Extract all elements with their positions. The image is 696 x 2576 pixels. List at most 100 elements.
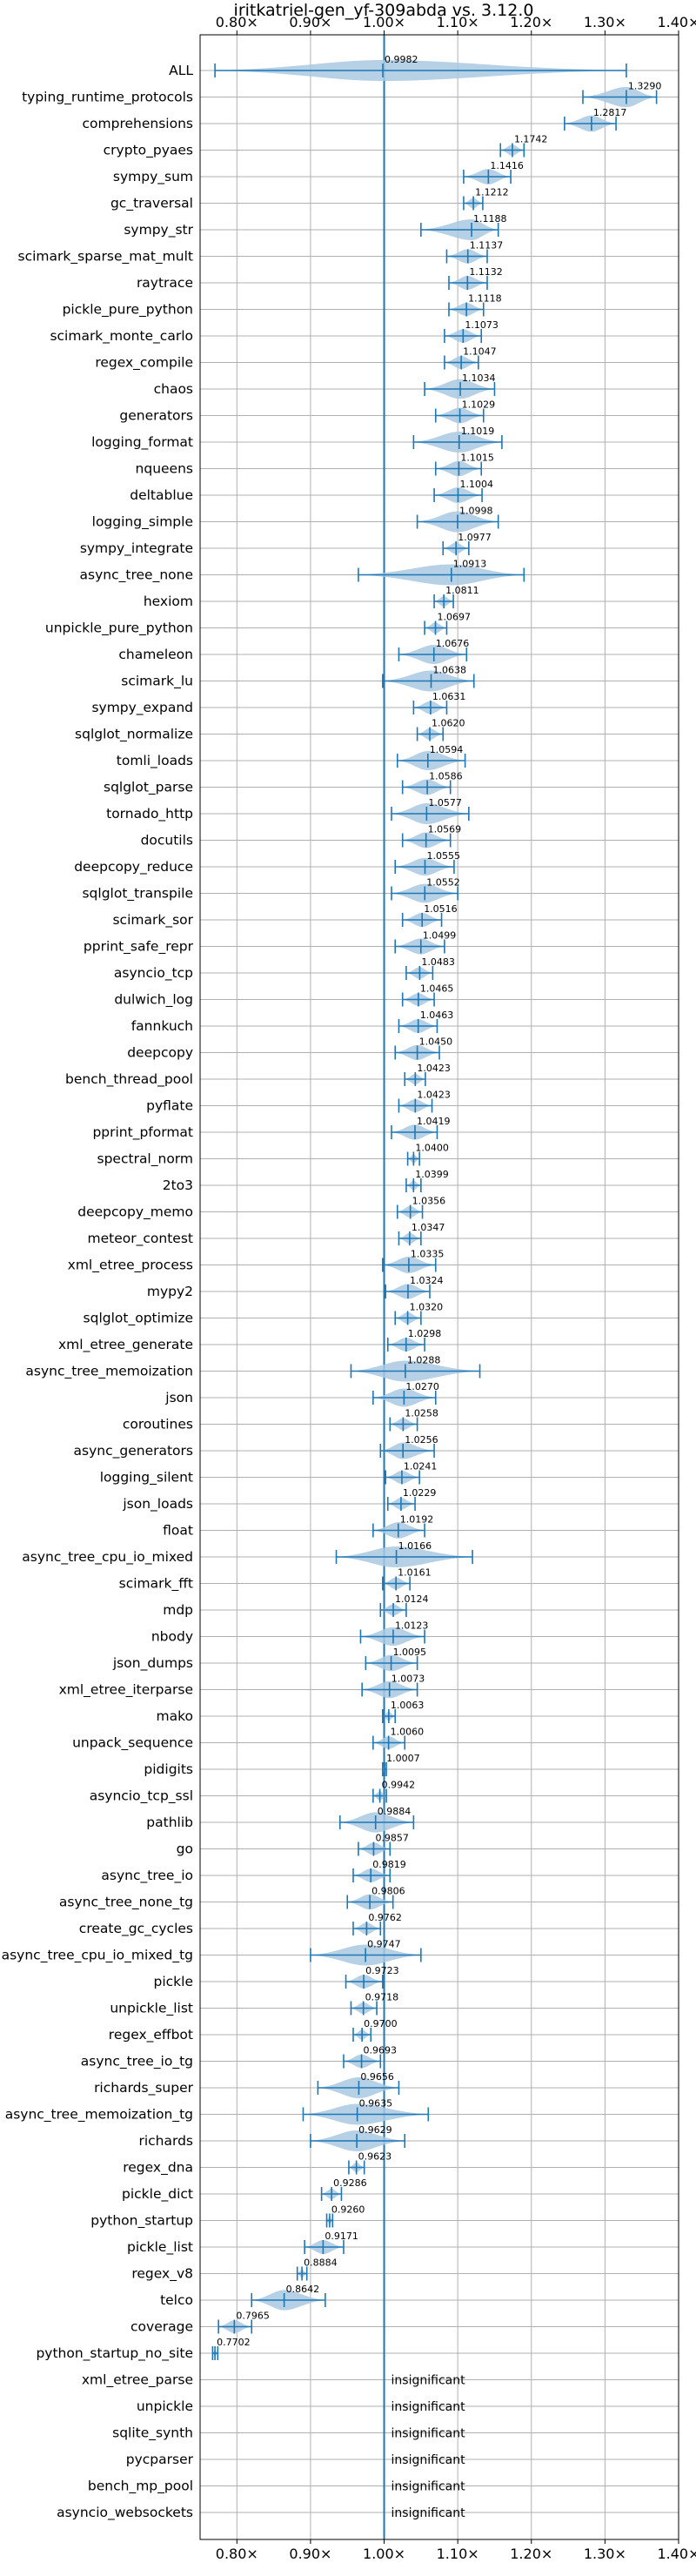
value-label: 0.7965: [236, 2311, 270, 2322]
benchmark-hexiom: 1.0811: [433, 585, 479, 608]
benchmark-typing_runtime_protocols: 1.3290: [582, 81, 662, 108]
category-label: async_tree_memoization_tg: [5, 2107, 193, 2123]
value-label: 1.0400: [415, 1143, 449, 1154]
value-label: 1.0998: [459, 506, 493, 517]
value-label: 1.0977: [458, 532, 492, 543]
value-label: 0.9656: [360, 2071, 394, 2083]
category-label: sqlglot_parse: [104, 780, 193, 796]
category-label: async_tree_cpu_io_mixed: [22, 1549, 193, 1566]
benchmark-coroutines: 1.0258: [389, 1408, 438, 1432]
benchmark-pprint_safe_repr: 1.0499: [394, 930, 457, 955]
benchmark-deepcopy_reduce: 1.0555: [394, 850, 461, 876]
benchmark-regex_effbot: 0.9700: [352, 2018, 398, 2042]
benchmark-pidigits: 1.0007: [382, 1753, 420, 1776]
category-label: unpickle_list: [110, 2001, 193, 2017]
benchmark-go: 0.9857: [358, 1833, 409, 1856]
value-label: 1.1015: [460, 453, 494, 464]
value-label: 1.0594: [430, 744, 464, 755]
value-label: 1.3290: [628, 81, 662, 92]
category-label: unpickle: [137, 2398, 193, 2414]
value-label: 1.0913: [453, 559, 487, 570]
benchmark-unpickle_list: 0.9718: [350, 1992, 399, 2016]
category-label: meteor_contest: [88, 1231, 193, 1247]
x-tick-label-bottom: 1.30×: [584, 2546, 626, 2562]
benchmark-async_tree_io_tg: 0.9693: [343, 2045, 398, 2069]
category-label: asyncio_tcp_ssl: [90, 1788, 193, 1805]
value-label: 0.9623: [358, 2151, 392, 2163]
x-tick-label-top: 1.00×: [363, 14, 405, 30]
value-label: 0.9286: [333, 2177, 367, 2189]
category-label: sqlite_synth: [112, 2425, 193, 2442]
category-label: ALL: [169, 63, 193, 78]
value-label: 1.0577: [428, 797, 462, 808]
value-label: 0.9857: [375, 1833, 409, 1844]
benchmark-mdp: 1.0124: [379, 1593, 429, 1617]
benchmark-sqlglot_transpile: 1.0552: [391, 877, 460, 903]
value-label: 1.0638: [433, 665, 467, 676]
benchmark-deepcopy: 1.0450: [394, 1036, 452, 1061]
x-tick-label-bottom: 0.90×: [289, 2546, 331, 2562]
category-label: dulwich_log: [114, 992, 193, 1009]
value-label: 1.0241: [404, 1461, 438, 1472]
category-label: asyncio_tcp: [114, 965, 193, 982]
category-label: async_tree_none_tg: [59, 1895, 193, 1911]
category-label: mako: [156, 1708, 193, 1724]
value-label: 1.0320: [410, 1302, 444, 1313]
benchmark-unpickle: insignificant: [392, 2400, 466, 2414]
value-label: 0.9718: [365, 1992, 399, 2003]
category-label: logging_format: [91, 434, 193, 451]
insignificant-label: insignificant: [392, 2427, 466, 2441]
category-label: mdp: [163, 1602, 193, 1618]
benchmark-gc_traversal: 1.1212: [463, 187, 509, 211]
value-label: 1.1073: [465, 319, 499, 331]
category-label: async_tree_cpu_io_mixed_tg: [2, 1948, 193, 1964]
category-label: xml_etree_iterparse: [59, 1682, 193, 1699]
value-label: 0.9693: [364, 2045, 398, 2056]
category-label: async_tree_io_tg: [81, 2054, 193, 2070]
category-label: comprehensions: [83, 116, 193, 131]
category-label: sqlglot_normalize: [75, 727, 193, 743]
category-label: fannkuch: [131, 1018, 193, 1034]
category-label: raytrace: [137, 275, 193, 291]
benchmark-mako: 1.0063: [382, 1700, 424, 1723]
category-label: pickle_dict: [122, 2186, 193, 2203]
category-label: xml_etree_parse: [82, 2372, 193, 2389]
category-label: pyflate: [146, 1098, 193, 1114]
benchmark-docutils: 1.0569: [401, 824, 461, 849]
value-label: 0.9942: [382, 1780, 416, 1791]
category-label: pickle_pure_python: [63, 302, 193, 319]
benchmark-xml_etree_generate: 1.0298: [386, 1328, 441, 1352]
category-label: mypy2: [147, 1284, 193, 1299]
value-label: 1.0450: [419, 1036, 452, 1048]
chart-marks: 0.9982 1.3290 1.2817 1.1742 1.1416 1.1212 1.11…: [211, 35, 662, 2539]
benchmark-scimark_sparse_mat_mult: 1.1137: [445, 240, 503, 264]
category-label: json_loads: [122, 1496, 193, 1513]
category-label: pickle: [154, 1974, 194, 1989]
benchmark-bench_thread_pool: 1.0423: [404, 1063, 451, 1086]
value-label: 1.0258: [405, 1408, 438, 1419]
benchmark-bench_mp_pool: insignificant: [392, 2480, 466, 2494]
category-label: deepcopy: [127, 1045, 193, 1061]
value-label: 0.9260: [331, 2204, 365, 2216]
benchmark-json_loads: 1.0229: [386, 1487, 436, 1511]
value-label: 1.0419: [417, 1116, 451, 1127]
benchmark-regex_dna: 0.9623: [348, 2151, 392, 2175]
value-label: 1.0060: [391, 1727, 425, 1738]
value-label: 1.0356: [412, 1196, 445, 1207]
category-label: hexiom: [144, 594, 193, 609]
benchmark-async_tree_cpu_io_mixed: 1.0166: [335, 1540, 473, 1567]
value-label: 1.0166: [398, 1540, 432, 1552]
value-label: 1.0499: [423, 930, 457, 942]
category-label: async_tree_memoization: [25, 1364, 193, 1380]
benchmark-deltablue: 1.1004: [433, 479, 493, 503]
benchmark-asyncio_websockets: insignificant: [392, 2506, 466, 2520]
value-label: 1.0007: [386, 1753, 420, 1764]
benchmark-asyncio_tcp: 1.0483: [405, 956, 455, 980]
value-label: 0.8642: [286, 2284, 320, 2295]
benchmark-generators: 1.1029: [434, 399, 495, 424]
value-label: 1.0555: [427, 850, 461, 862]
value-label: 1.0620: [432, 718, 465, 729]
category-label: scimark_fft: [119, 1576, 193, 1593]
category-label: async_generators: [74, 1443, 193, 1459]
category-label: asyncio_websockets: [57, 2505, 193, 2521]
